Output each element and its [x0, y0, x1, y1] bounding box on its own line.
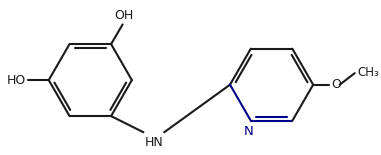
Text: HN: HN	[144, 136, 163, 149]
Text: N: N	[243, 125, 253, 138]
Text: HO: HO	[6, 74, 26, 87]
Text: OH: OH	[114, 9, 133, 22]
Text: CH₃: CH₃	[357, 66, 379, 78]
Text: O: O	[331, 78, 341, 91]
